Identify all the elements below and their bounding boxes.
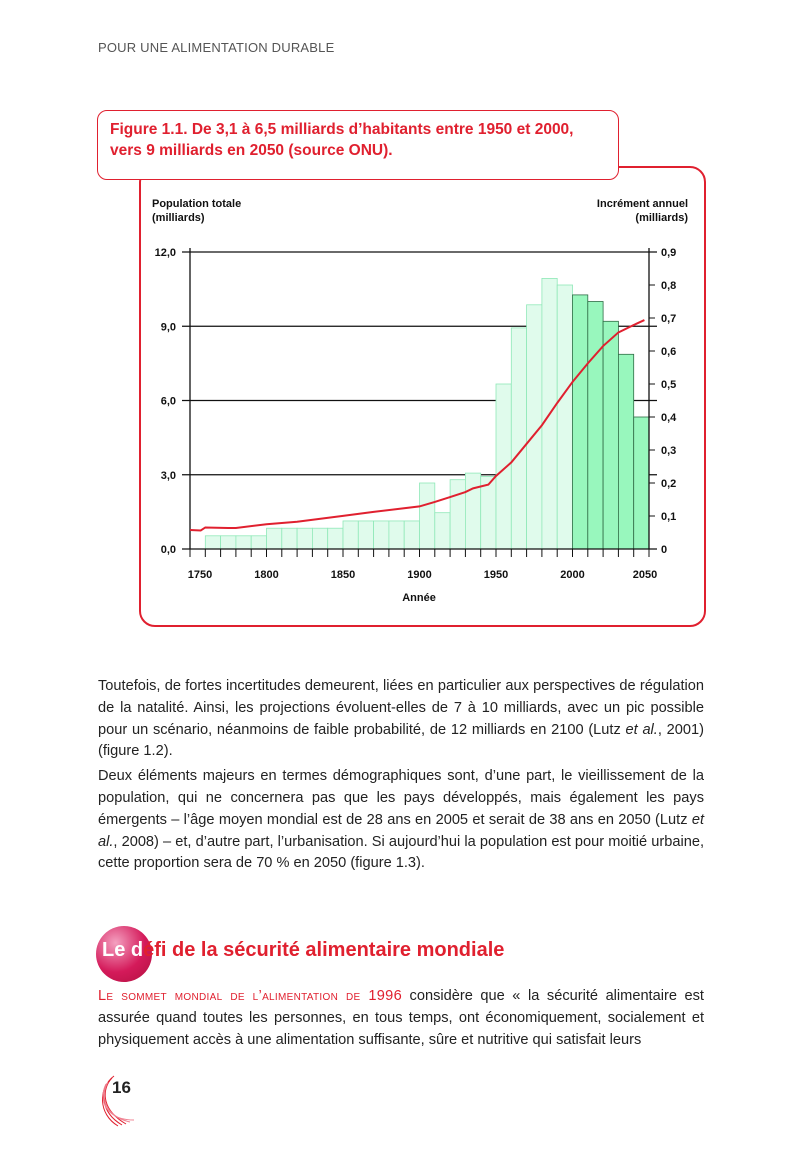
x-tick-label: 1850 — [331, 569, 355, 581]
increment-bar — [266, 527, 283, 550]
right-tick-label: 0,1 — [661, 511, 676, 523]
right-tick-label: 0,6 — [661, 346, 676, 358]
increment-bar — [572, 294, 589, 550]
page-number-badge: 16 — [96, 1070, 156, 1130]
caption-line-2: vers 9 milliards en 2050 (source ONU). — [110, 142, 393, 159]
x-tick-label: 1750 — [188, 569, 212, 581]
increment-bar — [602, 320, 619, 550]
right-tick-label: 0,4 — [661, 412, 677, 424]
section-text: considère que « la sécurité alimentaire … — [98, 988, 704, 1048]
increment-bar — [403, 520, 420, 550]
increment-bar — [373, 520, 390, 550]
right-tick-label: 0,3 — [661, 445, 676, 457]
left-tick-label: 0,0 — [161, 544, 176, 556]
paragraph-1-italic: et al. — [625, 721, 658, 738]
paragraph-2-after: , 2008) – et, d’autre part, l’urbanisati… — [98, 833, 704, 872]
increment-bar — [296, 527, 313, 550]
population-chart: Population totale (milliards) Incrément … — [152, 198, 688, 604]
increment-bar — [510, 327, 527, 550]
left-tick-label: 6,0 — [161, 396, 176, 408]
increment-bar — [464, 472, 482, 550]
increment-bar — [587, 301, 604, 550]
heading-part-1: Le d — [102, 939, 144, 961]
increment-bar — [556, 284, 573, 550]
x-axis-title: Année — [402, 592, 436, 604]
increment-bar — [618, 353, 635, 550]
x-tick-label: 1900 — [407, 569, 431, 581]
increment-bar — [281, 527, 298, 550]
page-number: 16 — [112, 1078, 131, 1097]
left-axis-label-2: (milliards) — [152, 212, 205, 224]
section-lead: Le sommet mondial de l’alimentation de 1… — [98, 988, 402, 1004]
x-tick-label: 1950 — [484, 569, 508, 581]
paragraph-1-text: Toutefois, de fortes incertitudes demeur… — [98, 678, 704, 738]
increment-bar — [388, 520, 405, 550]
left-tick-label: 12,0 — [155, 247, 176, 259]
right-tick-label: 0,2 — [661, 478, 676, 490]
x-tick-label: 2050 — [633, 569, 657, 581]
paragraph-2: Deux éléments majeurs en termes démograp… — [98, 766, 704, 875]
increment-bar — [327, 527, 344, 550]
body-paragraphs: Toutefois, de fortes incertitudes demeur… — [98, 676, 704, 878]
increment-bar — [480, 475, 497, 550]
right-tick-label: 0,8 — [661, 280, 676, 292]
right-axis-label-2: (milliards) — [635, 212, 688, 224]
increment-bar — [434, 512, 451, 550]
section-paragraph: Le sommet mondial de l’alimentation de 1… — [98, 986, 704, 1054]
increment-bar — [449, 479, 466, 550]
caption-line-1: Figure 1.1. De 3,1 à 6,5 milliards d’hab… — [110, 121, 574, 138]
paragraph-1-after: , 2001) (figure 1.2). — [98, 721, 704, 760]
heading-bullet-icon — [96, 926, 152, 982]
population-line — [189, 319, 645, 532]
left-tick-label: 9,0 — [161, 321, 176, 333]
paragraph-2-italic: et al. — [98, 811, 704, 850]
right-axis-label-1: Incrément annuel — [597, 198, 688, 210]
running-header: POUR UNE ALIMENTATION DURABLE — [98, 40, 335, 55]
figure-caption: Figure 1.1. De 3,1 à 6,5 milliards d’hab… — [97, 110, 619, 180]
right-tick-label: 0,5 — [661, 379, 676, 391]
increment-bar — [311, 527, 329, 550]
left-axis-label-1: Population totale — [152, 198, 241, 210]
increment-bar — [235, 535, 252, 550]
increment-bar — [495, 383, 512, 550]
increment-bar — [250, 535, 267, 550]
page-swirl-icon — [102, 1075, 135, 1127]
right-tick-label: 0,9 — [661, 247, 676, 259]
left-tick-label: 3,0 — [161, 470, 176, 482]
increment-bar — [342, 520, 359, 550]
increment-bar — [419, 482, 436, 550]
heading-part-2: éfi de la sécurité alimentaire mondiale — [143, 939, 505, 961]
increment-bar — [220, 535, 237, 550]
x-tick-label: 2000 — [560, 569, 584, 581]
paragraph-1: Toutefois, de fortes incertitudes demeur… — [98, 676, 704, 763]
increment-bar — [357, 520, 374, 550]
paragraph-2-text: Deux éléments majeurs en termes démograp… — [98, 768, 704, 828]
increment-bar — [204, 535, 222, 550]
right-tick-label: 0,7 — [661, 313, 676, 325]
increment-bar — [633, 416, 650, 550]
x-tick-label: 1800 — [254, 569, 278, 581]
right-tick-label: 0 — [661, 544, 667, 556]
